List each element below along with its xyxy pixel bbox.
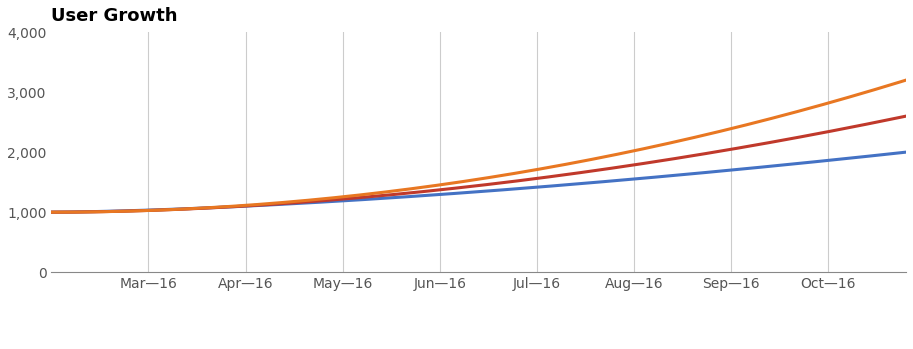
Base — [766, 164, 777, 168]
2x sign up — [821, 102, 832, 106]
2x sign up — [48, 210, 59, 214]
Base — [900, 150, 911, 154]
2x sign up — [555, 163, 566, 168]
2x generate content — [555, 173, 566, 178]
2x sign up — [551, 164, 562, 168]
Text: User Growth: User Growth — [51, 7, 178, 25]
Base — [555, 183, 566, 187]
Base — [821, 158, 832, 163]
2x generate content — [569, 171, 580, 176]
Base — [569, 182, 580, 186]
2x sign up — [46, 210, 57, 214]
2x generate content — [46, 210, 57, 214]
Line: 2x sign up: 2x sign up — [51, 80, 906, 212]
Line: 2x generate content: 2x generate content — [51, 116, 906, 212]
2x generate content — [766, 140, 777, 144]
2x generate content — [900, 114, 911, 118]
2x sign up — [766, 116, 777, 120]
2x generate content — [551, 174, 562, 178]
2x sign up — [569, 161, 580, 165]
2x sign up — [900, 78, 911, 82]
Base — [551, 184, 562, 188]
Legend: Base, 2x generate content, 2x sign up: Base, 2x generate content, 2x sign up — [270, 347, 687, 349]
Base — [48, 210, 59, 214]
2x generate content — [48, 210, 59, 214]
Line: Base: Base — [51, 152, 906, 212]
2x generate content — [821, 130, 832, 134]
Base — [46, 210, 57, 214]
